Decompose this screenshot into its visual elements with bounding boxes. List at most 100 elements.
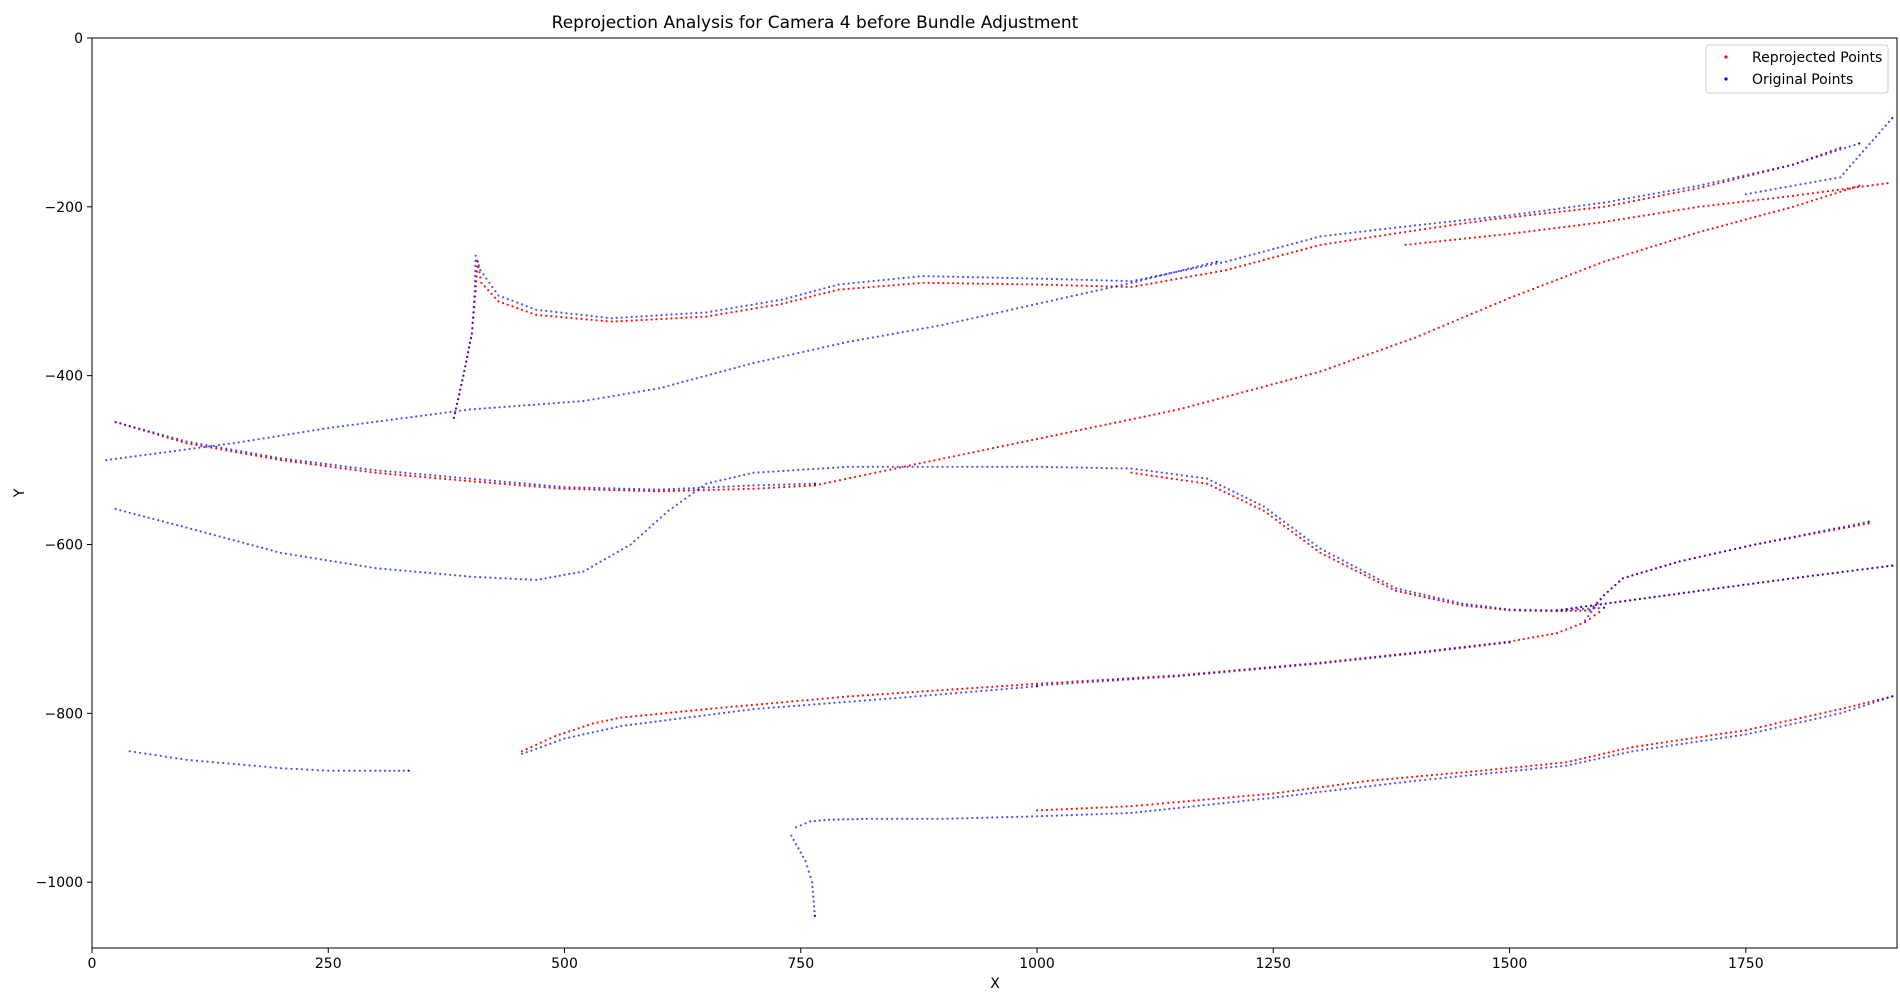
data-point — [871, 336, 875, 339]
data-point — [1006, 276, 1009, 279]
data-point — [1579, 761, 1582, 764]
data-point — [1645, 570, 1648, 573]
data-point — [946, 322, 949, 325]
data-point — [777, 470, 780, 473]
data-point — [147, 430, 150, 433]
data-point — [349, 468, 352, 471]
data-point — [1598, 221, 1601, 224]
data-point — [707, 488, 710, 492]
data-point — [265, 456, 268, 459]
data-point — [1220, 261, 1223, 264]
data-point — [1774, 187, 1777, 190]
data-point — [429, 413, 432, 416]
data-point — [635, 315, 638, 318]
data-point — [1123, 419, 1127, 422]
data-point — [1090, 284, 1093, 288]
data-point — [996, 446, 1000, 449]
data-point — [1640, 571, 1643, 574]
data-point — [1722, 180, 1725, 184]
data-point — [270, 455, 273, 458]
data-point — [1529, 214, 1532, 217]
data-point — [605, 728, 609, 731]
data-point — [1201, 481, 1204, 485]
data-point — [1423, 223, 1427, 226]
data-point — [474, 575, 477, 578]
data-point — [520, 750, 524, 753]
data-point — [399, 473, 402, 477]
data-point — [230, 450, 233, 453]
data-point — [847, 282, 850, 285]
data-point — [780, 298, 784, 301]
data-point — [904, 696, 907, 699]
data-point — [474, 254, 477, 257]
data-point — [542, 402, 546, 405]
data-point — [1242, 795, 1245, 798]
data-point — [1672, 209, 1675, 212]
data-point — [1535, 764, 1538, 767]
data-point — [762, 707, 765, 710]
data-point — [1187, 805, 1190, 808]
data-point — [1413, 229, 1417, 232]
data-point — [1773, 210, 1776, 213]
data-point — [817, 467, 820, 470]
data-point — [1475, 773, 1478, 776]
data-point — [388, 769, 391, 772]
data-point — [1520, 769, 1523, 772]
data-point — [767, 358, 770, 361]
data-point — [848, 700, 851, 703]
data-point — [255, 452, 258, 455]
data-point — [1175, 478, 1178, 481]
data-point — [1727, 202, 1730, 205]
data-point — [921, 690, 924, 693]
data-point — [1839, 146, 1842, 149]
data-point — [1871, 184, 1874, 187]
data-point — [1469, 774, 1473, 777]
data-point — [838, 701, 841, 704]
data-point — [690, 316, 693, 319]
data-point — [677, 487, 681, 490]
data-point — [832, 466, 835, 469]
data-point — [924, 694, 927, 697]
data-point — [190, 527, 193, 531]
data-point — [1016, 283, 1019, 286]
data-point — [1145, 283, 1148, 286]
data-point — [762, 359, 765, 362]
data-point — [1283, 520, 1286, 523]
data-point — [1843, 146, 1847, 150]
data-point — [530, 578, 533, 581]
data-point — [544, 744, 547, 747]
data-point — [1787, 577, 1790, 581]
data-point — [1588, 222, 1591, 225]
data-point — [1101, 680, 1104, 683]
data-point — [962, 282, 965, 285]
data-point — [1016, 307, 1019, 310]
data-point — [844, 478, 847, 481]
data-point — [144, 453, 147, 456]
data-point — [379, 469, 382, 472]
data-point — [1824, 178, 1827, 182]
data-point — [363, 769, 367, 772]
data-point — [1105, 806, 1108, 809]
data-point — [1095, 279, 1098, 282]
data-point — [794, 843, 798, 846]
data-point — [956, 817, 959, 820]
data-point — [593, 488, 596, 491]
data-point — [1307, 542, 1310, 546]
data-point — [908, 464, 912, 467]
data-point — [1237, 795, 1240, 798]
data-point — [1757, 171, 1760, 174]
data-point — [1612, 203, 1616, 206]
data-point — [1857, 522, 1860, 525]
data-point — [1862, 702, 1865, 705]
data-point — [996, 311, 999, 314]
data-point — [901, 817, 904, 820]
data-point — [1454, 238, 1457, 241]
data-point — [812, 900, 815, 903]
data-point — [1051, 681, 1054, 685]
data-point — [508, 405, 511, 408]
data-point — [1447, 601, 1450, 604]
data-point — [1158, 274, 1161, 277]
data-point — [639, 722, 642, 725]
data-point — [1187, 267, 1190, 270]
data-point — [928, 460, 931, 463]
